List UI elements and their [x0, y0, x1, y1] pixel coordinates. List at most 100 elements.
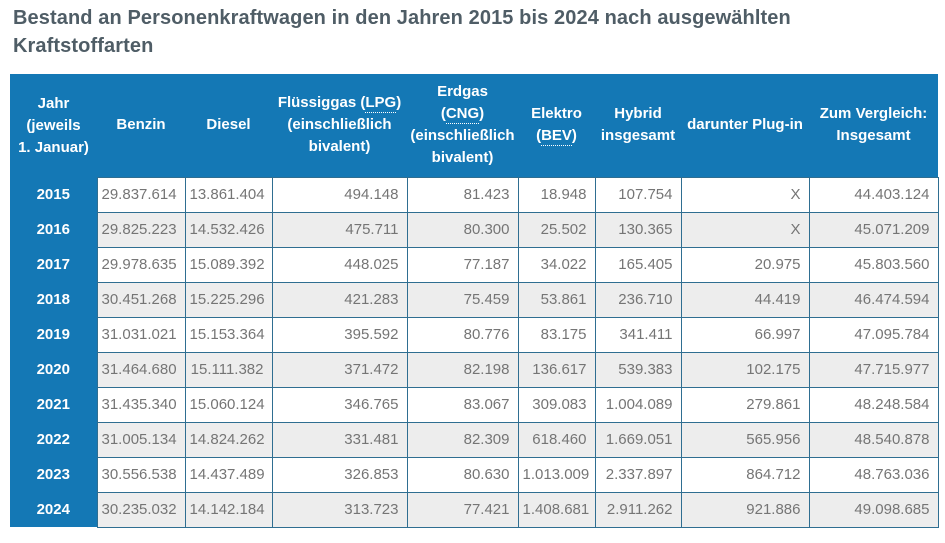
- data-cell-2018-plugin: 44.419: [680, 281, 810, 318]
- col-header-hybrid: Hybrid insgesamt: [595, 74, 681, 177]
- data-cell-2023-benzin: 30.556.538: [96, 456, 186, 493]
- data-cell-2021-erdgas: 83.067: [406, 386, 519, 423]
- data-cell-2021-benzin: 31.435.340: [96, 386, 186, 423]
- data-cell-2023-erdgas: 80.630: [406, 456, 519, 493]
- data-cell-2024-elektro: 1.408.681: [517, 491, 596, 528]
- data-cell-2017-diesel: 15.089.392: [184, 246, 273, 283]
- table-header-row: Jahr (jeweils 1. Januar) Benzin Diesel Flüssi…: [10, 74, 938, 177]
- data-cell-2022-benzin: 31.005.134: [96, 421, 186, 458]
- data-cell-2018-elektro: 53.861: [517, 281, 596, 318]
- data-cell-2015-benzin: 29.837.614: [96, 176, 186, 213]
- col-header-elektro: Elektro (BEV): [518, 74, 595, 177]
- data-cell-2021-plugin: 279.861: [680, 386, 810, 423]
- data-cell-2021-diesel: 15.060.124: [184, 386, 273, 423]
- data-cell-2019-diesel: 15.153.364: [184, 316, 273, 353]
- data-cell-2015-erdgas: 81.423: [406, 176, 519, 213]
- year-cell-2024: 2024: [10, 492, 97, 527]
- col-header-erdgas: Erdgas (CNG) (einschließlich bivalent): [407, 74, 518, 177]
- data-cell-2017-benzin: 29.978.635: [96, 246, 186, 283]
- data-cell-2017-elektro: 34.022: [517, 246, 596, 283]
- data-cell-2024-diesel: 14.142.184: [184, 491, 273, 528]
- abbreviation-cng: CNG: [445, 105, 480, 125]
- data-cell-2022-diesel: 14.824.262: [184, 421, 273, 458]
- data-cell-2021-hybrid: 1.004.089: [594, 386, 682, 423]
- vehicle-stock-table: Jahr (jeweils 1. Januar) Benzin Diesel Flüssi…: [10, 74, 939, 528]
- data-cell-2015-elektro: 18.948: [517, 176, 596, 213]
- data-cell-2019-fluessiggas: 395.592: [271, 316, 408, 353]
- data-cell-2018-vergleich: 46.474.594: [808, 281, 939, 318]
- data-cell-2018-erdgas: 75.459: [406, 281, 519, 318]
- data-cell-2015-diesel: 13.861.404: [184, 176, 273, 213]
- year-cell-2016: 2016: [10, 212, 97, 247]
- abbreviation-bev: BEV: [541, 127, 572, 147]
- data-cell-2023-elektro: 1.013.009: [517, 456, 596, 493]
- table-row-2021: 2021 31.435.340 15.060.124 346.765 83.067 309…: [10, 386, 939, 423]
- data-cell-2022-plugin: 565.956: [680, 421, 810, 458]
- data-cell-2023-fluessiggas: 326.853: [271, 456, 408, 493]
- table-row-2024: 2024 30.235.032 14.142.184 313.723 77.421 1.4…: [10, 491, 939, 528]
- data-cell-2016-hybrid: 130.365: [594, 211, 682, 248]
- data-cell-2024-fluessiggas: 313.723: [271, 491, 408, 528]
- data-cell-2017-fluessiggas: 448.025: [271, 246, 408, 283]
- data-cell-2020-plugin: 102.175: [680, 351, 810, 388]
- data-cell-2016-erdgas: 80.300: [406, 211, 519, 248]
- data-cell-2017-hybrid: 165.405: [594, 246, 682, 283]
- data-cell-2022-fluessiggas: 331.481: [271, 421, 408, 458]
- col-header-jahr: Jahr (jeweils 1. Januar): [10, 74, 97, 177]
- data-cell-2020-hybrid: 539.383: [594, 351, 682, 388]
- data-cell-2016-diesel: 14.532.426: [184, 211, 273, 248]
- data-cell-2018-diesel: 15.225.296: [184, 281, 273, 318]
- data-cell-2024-erdgas: 77.421: [406, 491, 519, 528]
- col-header-diesel: Diesel: [185, 74, 272, 177]
- abbreviation-lpg: LPG: [365, 94, 397, 114]
- col-header-plugin: darunter Plug-in: [681, 74, 809, 177]
- data-cell-2024-benzin: 30.235.032: [96, 491, 186, 528]
- data-cell-2016-plugin: X: [680, 211, 810, 248]
- table-header: Jahr (jeweils 1. Januar) Benzin Diesel Flüssi…: [10, 74, 938, 177]
- table-row-2022: 2022 31.005.134 14.824.262 331.481 82.309 618…: [10, 421, 939, 458]
- year-cell-2022: 2022: [10, 422, 97, 457]
- data-cell-2019-elektro: 83.175: [517, 316, 596, 353]
- data-cell-2020-erdgas: 82.198: [406, 351, 519, 388]
- data-cell-2022-hybrid: 1.669.051: [594, 421, 682, 458]
- data-cell-2021-fluessiggas: 346.765: [271, 386, 408, 423]
- data-cell-2024-vergleich: 49.098.685: [808, 491, 939, 528]
- page-title: Bestand an Personenkraftwagen in den Jah…: [13, 7, 791, 57]
- data-cell-2017-vergleich: 45.803.560: [808, 246, 939, 283]
- data-cell-2016-vergleich: 45.071.209: [808, 211, 939, 248]
- data-cell-2023-vergleich: 48.763.036: [808, 456, 939, 493]
- table-row-2015: 2015 29.837.614 13.861.404 494.148 81.423 18.…: [10, 176, 939, 213]
- table-row-2019: 2019 31.031.021 15.153.364 395.592 80.776 83.…: [10, 316, 939, 353]
- year-cell-2015: 2015: [10, 177, 97, 212]
- data-cell-2019-hybrid: 341.411: [594, 316, 682, 353]
- year-cell-2023: 2023: [10, 457, 97, 492]
- data-cell-2022-elektro: 618.460: [517, 421, 596, 458]
- data-cell-2023-diesel: 14.437.489: [184, 456, 273, 493]
- data-cell-2015-fluessiggas: 494.148: [271, 176, 408, 213]
- data-cell-2015-vergleich: 44.403.124: [808, 176, 939, 213]
- data-cell-2016-elektro: 25.502: [517, 211, 596, 248]
- data-cell-2020-diesel: 15.111.382: [184, 351, 273, 388]
- year-cell-2020: 2020: [10, 352, 97, 387]
- data-cell-2020-elektro: 136.617: [517, 351, 596, 388]
- table-body: 2015 29.837.614 13.861.404 494.148 81.423 18.…: [10, 176, 939, 528]
- data-cell-2015-hybrid: 107.754: [594, 176, 682, 213]
- year-cell-2021: 2021: [10, 387, 97, 422]
- data-cell-2020-fluessiggas: 371.472: [271, 351, 408, 388]
- year-cell-2019: 2019: [10, 317, 97, 352]
- data-cell-2020-benzin: 31.464.680: [96, 351, 186, 388]
- data-cell-2016-fluessiggas: 475.711: [271, 211, 408, 248]
- data-cell-2022-erdgas: 82.309: [406, 421, 519, 458]
- data-cell-2021-elektro: 309.083: [517, 386, 596, 423]
- data-cell-2022-vergleich: 48.540.878: [808, 421, 939, 458]
- data-cell-2024-plugin: 921.886: [680, 491, 810, 528]
- data-cell-2017-plugin: 20.975: [680, 246, 810, 283]
- data-cell-2018-benzin: 30.451.268: [96, 281, 186, 318]
- data-cell-2023-plugin: 864.712: [680, 456, 810, 493]
- data-cell-2020-vergleich: 47.715.977: [808, 351, 939, 388]
- table-row-2016: 2016 29.825.223 14.532.426 475.711 80.300 25.…: [10, 211, 939, 248]
- data-cell-2017-erdgas: 77.187: [406, 246, 519, 283]
- col-header-vergleich: Zum Vergleich: Insgesamt: [809, 74, 938, 177]
- table-row-2023: 2023 30.556.538 14.437.489 326.853 80.630 1.0…: [10, 456, 939, 493]
- year-cell-2017: 2017: [10, 247, 97, 282]
